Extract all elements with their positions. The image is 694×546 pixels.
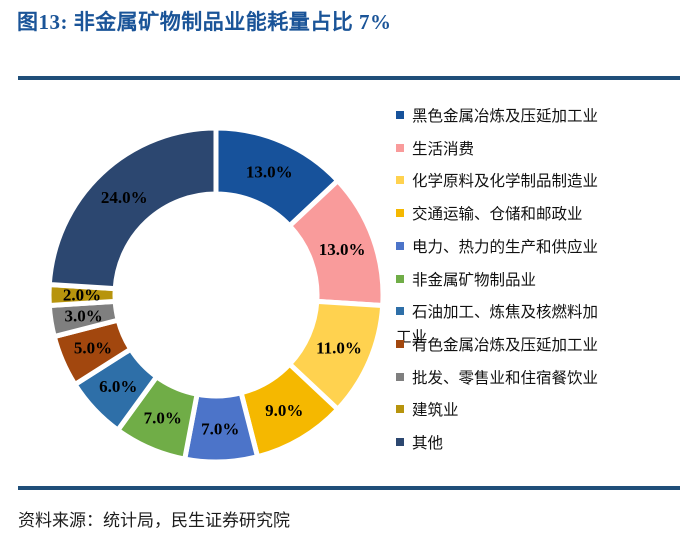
legend-item: 有色金属冶炼及压延加工业 <box>396 333 688 358</box>
source-note: 资料来源：统计局，民生证券研究院 <box>18 511 290 530</box>
legend-label: 黑色金属冶炼及压延加工业 <box>412 108 599 125</box>
donut-chart: 13.0% 13.0% 11.0% 9.0% 7.0% 7.0% 6.0% 5.0% 3.0% 2… <box>46 125 386 465</box>
slice-data-label: 7.0% <box>144 409 182 428</box>
slice-data-label: 5.0% <box>74 339 112 358</box>
slice-data-label: 9.0% <box>265 401 303 420</box>
legend-marker <box>396 405 404 414</box>
legend-label: 非金属矿物制品业 <box>412 271 537 289</box>
slice-data-label: 11.0% <box>316 339 362 358</box>
legend-label: 建筑业 <box>412 402 459 420</box>
slice-data-label: 3.0% <box>64 307 102 326</box>
legend-marker <box>396 209 404 218</box>
legend-marker <box>396 111 404 119</box>
donut-slice <box>46 125 219 292</box>
slice-data-label: 13.0% <box>319 240 366 259</box>
legend-marker <box>396 274 404 283</box>
legend-label: 其他 <box>412 435 444 452</box>
legend-marker <box>396 372 404 381</box>
legend-item: 非金属矿物制品业 <box>396 268 688 293</box>
legend-marker <box>396 143 404 152</box>
legend-label: 有色金属冶炼及压延加工业 <box>412 336 599 354</box>
slice-data-label: 13.0% <box>246 163 293 182</box>
bottom-divider <box>18 486 680 490</box>
legend-marker <box>396 438 404 446</box>
legend-item: 其他 <box>396 431 688 456</box>
legend-label: 电力、热力的生产和供应业 <box>412 238 599 256</box>
legend-item: 化学原料及化学制品制造业 <box>396 169 688 194</box>
legend-marker <box>396 176 404 185</box>
legend-item: 交通运输、仓储和邮政业 <box>396 202 688 227</box>
legend-marker <box>396 307 404 316</box>
legend-label: 化学原料及化学制品制造业 <box>412 173 599 191</box>
chart-legend: 黑色金属冶炼及压延加工业 生活消费化学原料及化学制品制造业 交通运输、仓储和邮政业电… <box>396 104 688 472</box>
slice-data-label: 2.0% <box>63 286 101 305</box>
legend-label: 交通运输、仓储和邮政业 <box>412 206 583 224</box>
slice-data-label: 24.0% <box>101 188 148 207</box>
legend-item: 生活消费 <box>396 137 688 162</box>
legend-item: 黑色金属冶炼及压延加工业 <box>396 104 688 129</box>
legend-item: 批发、零售业和住宿餐饮业 <box>396 366 688 391</box>
slice-data-label: 6.0% <box>99 377 137 396</box>
legend-item: 建筑业 <box>396 398 688 423</box>
legend-item: 电力、热力的生产和供应业 <box>396 235 688 260</box>
figure-title: 图13: 非金属矿物制品业能耗量占比 7% <box>17 10 392 34</box>
slice-data-label: 7.0% <box>201 419 239 438</box>
legend-label: 批发、零售业和住宿餐饮业 <box>412 369 599 387</box>
legend-marker <box>396 241 404 250</box>
legend-label: 生活消费 <box>412 140 475 158</box>
top-divider <box>18 76 680 80</box>
legend-marker <box>396 339 404 348</box>
